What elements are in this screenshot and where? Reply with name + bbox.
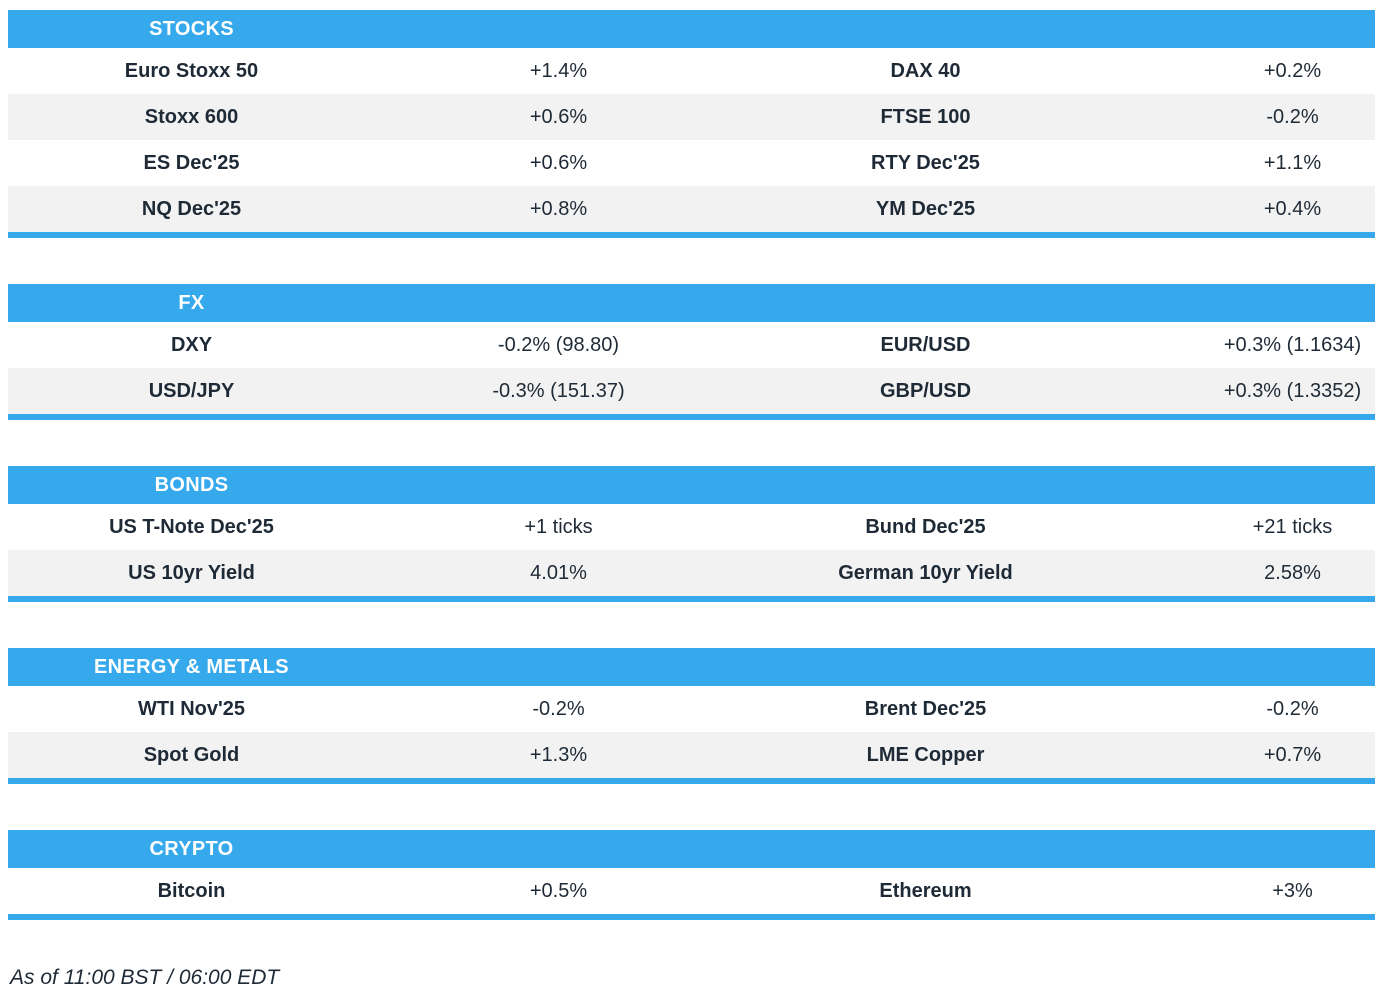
instrument-value: 4.01% bbox=[530, 562, 587, 584]
instrument-label: FTSE 100 bbox=[880, 106, 971, 128]
instrument-label: German 10yr Yield bbox=[838, 562, 1013, 584]
section-header-fx: FX bbox=[8, 284, 1375, 322]
instrument-value: +0.7% bbox=[1263, 744, 1322, 766]
table-row: ES Dec'25 +0.6% RTY Dec'25 +1.1% bbox=[8, 140, 1375, 186]
instrument-value: +0.4% bbox=[1263, 198, 1322, 220]
table-row: DXY -0.2% (98.80) EUR/USD +0.3% (1.1634) bbox=[8, 322, 1375, 368]
instrument-label: GBP/USD bbox=[879, 380, 972, 402]
section-energy-metals: ENERGY & METALS WTI Nov'25 -0.2% Brent D… bbox=[8, 648, 1375, 784]
section-header-stocks: STOCKS bbox=[8, 10, 1375, 48]
instrument-value: +0.5% bbox=[529, 880, 588, 902]
instrument-label: Spot Gold bbox=[143, 744, 240, 766]
section-rows: DXY -0.2% (98.80) EUR/USD +0.3% (1.1634)… bbox=[8, 322, 1375, 420]
table-row: Bitcoin +0.5% Ethereum +3% bbox=[8, 868, 1375, 914]
as-of-note: As of 11:00 BST / 06:00 EDT bbox=[10, 966, 280, 989]
table-row: Spot Gold +1.3% LME Copper +0.7% bbox=[8, 732, 1375, 778]
instrument-value: +0.3% (1.1634) bbox=[1223, 334, 1362, 356]
instrument-value: +0.6% bbox=[529, 106, 588, 128]
instrument-label: EUR/USD bbox=[880, 334, 971, 356]
instrument-value: +21 ticks bbox=[1252, 516, 1333, 538]
instrument-label: Bitcoin bbox=[157, 880, 226, 902]
instrument-label: Euro Stoxx 50 bbox=[124, 60, 259, 82]
instrument-label: LME Copper bbox=[866, 744, 985, 766]
instrument-label: DAX 40 bbox=[890, 60, 961, 82]
section-title: BONDS bbox=[154, 473, 229, 496]
instrument-value: +1.1% bbox=[1263, 152, 1322, 174]
section-title: ENERGY & METALS bbox=[94, 655, 289, 678]
section-rows: Euro Stoxx 50 +1.4% DAX 40 +0.2% Stoxx 6… bbox=[8, 48, 1375, 238]
table-row: Euro Stoxx 50 +1.4% DAX 40 +0.2% bbox=[8, 48, 1375, 94]
instrument-value: +0.2% bbox=[1263, 60, 1322, 82]
section-title: FX bbox=[178, 291, 205, 314]
table-row: US 10yr Yield 4.01% German 10yr Yield 2.… bbox=[8, 550, 1375, 596]
instrument-label: NQ Dec'25 bbox=[141, 198, 242, 220]
section-rows: Bitcoin +0.5% Ethereum +3% bbox=[8, 868, 1375, 920]
section-rows: US T-Note Dec'25 +1 ticks Bund Dec'25 +2… bbox=[8, 504, 1375, 602]
section-header-crypto: CRYPTO bbox=[8, 830, 1375, 868]
table-row: US T-Note Dec'25 +1 ticks Bund Dec'25 +2… bbox=[8, 504, 1375, 550]
table-row: NQ Dec'25 +0.8% YM Dec'25 +0.4% bbox=[8, 186, 1375, 232]
section-stocks: STOCKS Euro Stoxx 50 +1.4% DAX 40 +0.2% … bbox=[8, 10, 1375, 238]
market-table: STOCKS Euro Stoxx 50 +1.4% DAX 40 +0.2% … bbox=[8, 10, 1375, 920]
instrument-label: US T-Note Dec'25 bbox=[109, 516, 274, 538]
instrument-value: +1 ticks bbox=[524, 516, 593, 538]
instrument-value: -0.2% bbox=[1266, 698, 1319, 720]
instrument-label: Brent Dec'25 bbox=[864, 698, 987, 720]
instrument-value: +1.4% bbox=[529, 60, 588, 82]
section-crypto: CRYPTO Bitcoin +0.5% Ethereum +3% bbox=[8, 830, 1375, 920]
instrument-value: -0.2% bbox=[1266, 106, 1319, 128]
section-title: STOCKS bbox=[149, 17, 234, 40]
section-header-bonds: BONDS bbox=[8, 466, 1375, 504]
table-row: WTI Nov'25 -0.2% Brent Dec'25 -0.2% bbox=[8, 686, 1375, 732]
instrument-label: RTY Dec'25 bbox=[871, 152, 980, 174]
section-title: CRYPTO bbox=[149, 837, 234, 860]
instrument-label: Ethereum bbox=[879, 880, 972, 902]
instrument-label: DXY bbox=[170, 334, 213, 356]
instrument-value: -0.3% (151.37) bbox=[492, 380, 625, 402]
instrument-value: 2.58% bbox=[1264, 562, 1321, 584]
instrument-value: -0.2% (98.80) bbox=[497, 334, 620, 356]
instrument-label: WTI Nov'25 bbox=[138, 698, 245, 720]
instrument-label: YM Dec'25 bbox=[875, 198, 976, 220]
table-row: USD/JPY -0.3% (151.37) GBP/USD +0.3% (1.… bbox=[8, 368, 1375, 414]
instrument-label: ES Dec'25 bbox=[143, 152, 240, 174]
instrument-label: Bund Dec'25 bbox=[865, 516, 986, 538]
table-row: Stoxx 600 +0.6% FTSE 100 -0.2% bbox=[8, 94, 1375, 140]
instrument-label: USD/JPY bbox=[148, 380, 235, 402]
instrument-value: +1.3% bbox=[529, 744, 588, 766]
section-bonds: BONDS US T-Note Dec'25 +1 ticks Bund Dec… bbox=[8, 466, 1375, 602]
instrument-value: -0.2% bbox=[532, 698, 585, 720]
section-header-energy-metals: ENERGY & METALS bbox=[8, 648, 1375, 686]
instrument-value: +0.3% (1.3352) bbox=[1223, 380, 1362, 402]
section-rows: WTI Nov'25 -0.2% Brent Dec'25 -0.2% Spot… bbox=[8, 686, 1375, 784]
instrument-label: Stoxx 600 bbox=[144, 106, 239, 128]
section-fx: FX DXY -0.2% (98.80) EUR/USD +0.3% (1.16… bbox=[8, 284, 1375, 420]
instrument-value: +0.6% bbox=[529, 152, 588, 174]
instrument-value: +0.8% bbox=[529, 198, 588, 220]
instrument-label: US 10yr Yield bbox=[128, 562, 255, 584]
instrument-value: +3% bbox=[1272, 880, 1313, 902]
